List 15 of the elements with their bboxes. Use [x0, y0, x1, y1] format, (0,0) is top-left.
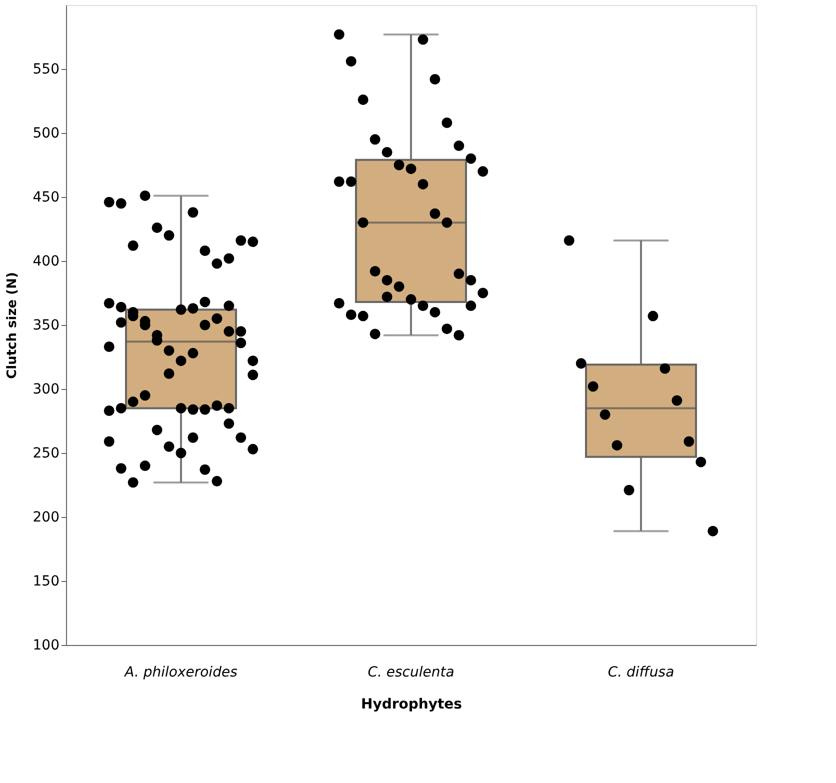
- y-tick-label: 550: [32, 62, 60, 78]
- y-tick-label: 300: [32, 382, 60, 398]
- x-tick-label: A. philoxeroides: [124, 664, 238, 680]
- y-tick-label: 250: [32, 446, 60, 462]
- y-tick-label: 150: [32, 574, 60, 590]
- y-tick-label: 100: [32, 638, 60, 654]
- y-tick-label: 200: [32, 510, 60, 526]
- y-tick-label: 350: [32, 318, 60, 334]
- x-axis-title: Hydrophytes: [360, 696, 462, 712]
- y-axis-title: Clutch size (N): [4, 272, 20, 379]
- y-tick-label: 500: [32, 126, 60, 142]
- y-tick-label: 400: [32, 254, 60, 270]
- x-tick-label: C. esculenta: [368, 664, 454, 680]
- y-tick-label: 450: [32, 190, 60, 206]
- x-tick-label: C. diffusa: [608, 664, 674, 680]
